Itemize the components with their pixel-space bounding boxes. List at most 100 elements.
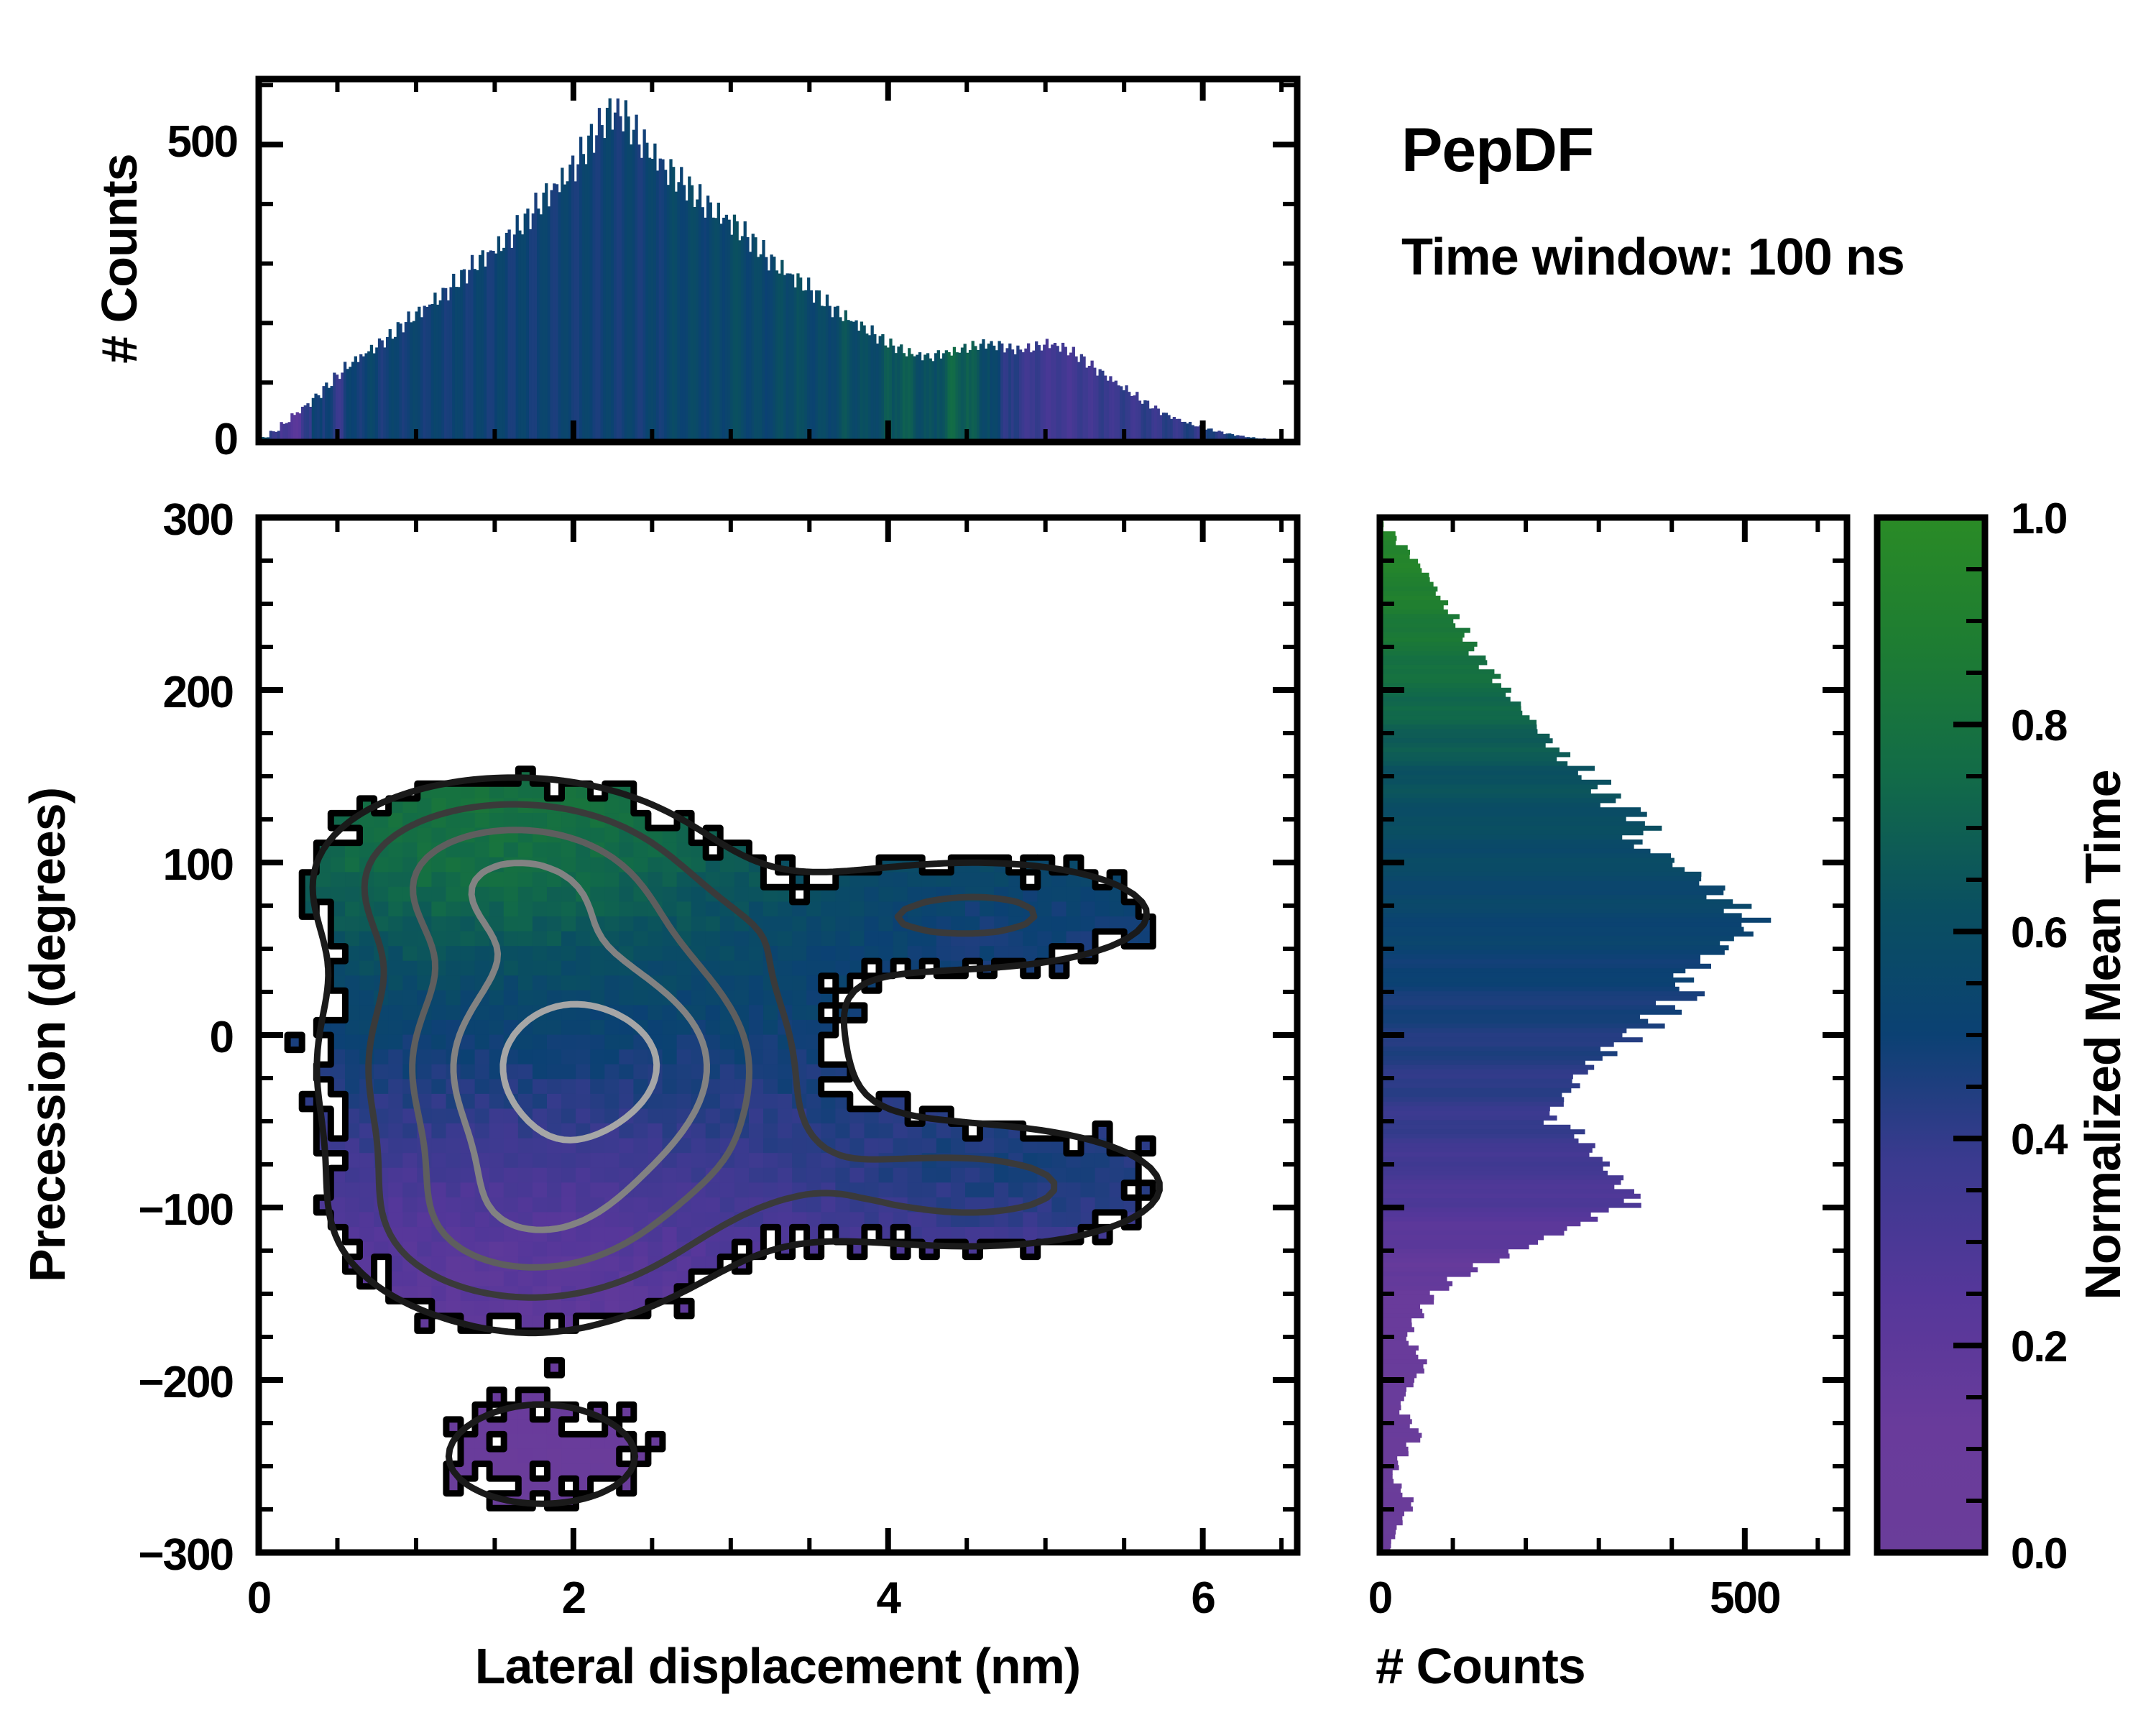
heatmap-cell — [806, 1108, 822, 1124]
histogram-bar — [1380, 1304, 1421, 1310]
heatmap-cell — [374, 1064, 390, 1080]
heatmap-cell — [330, 1034, 346, 1050]
heatmap-cell — [330, 1182, 346, 1198]
heatmap-cell — [374, 872, 390, 888]
histogram-bar — [1090, 360, 1094, 442]
heatmap-cell — [662, 1093, 678, 1110]
heatmap-cell — [388, 931, 404, 947]
heatmap-cell — [517, 1138, 533, 1154]
heatmap-cell — [1095, 916, 1110, 932]
heatmap-cell — [748, 960, 764, 977]
heatmap-cell — [431, 916, 447, 932]
heatmap-cell — [719, 1167, 735, 1184]
heatmap-cell — [792, 901, 808, 917]
histogram-bar — [1021, 352, 1025, 442]
heatmap-cell — [763, 1123, 778, 1139]
histogram-bar — [1380, 890, 1724, 896]
heatmap-cell — [950, 916, 966, 932]
main-panel-ylabel: Precession (degrees) — [19, 788, 75, 1282]
heatmap-cell — [676, 975, 692, 991]
heatmap-cell — [1109, 1167, 1125, 1184]
heatmap-cell — [503, 886, 519, 903]
heatmap-cell — [849, 1108, 865, 1124]
heatmap-cell — [1109, 886, 1125, 903]
heatmap-cell — [576, 1034, 591, 1050]
histogram-bar — [1380, 936, 1734, 942]
heatmap-cell — [431, 872, 447, 888]
heatmap-cell — [734, 1227, 750, 1243]
heatmap-cell — [402, 1138, 418, 1154]
heatmap-cell — [388, 872, 404, 888]
histogram-bar — [780, 259, 784, 442]
histogram-bar — [1380, 610, 1448, 615]
histogram-bar — [867, 335, 872, 442]
histogram-bar — [1380, 1354, 1419, 1360]
heatmap-cell — [402, 916, 418, 932]
histogram-bar — [875, 343, 880, 442]
histogram-bar — [545, 183, 548, 442]
histogram-bar — [685, 200, 688, 442]
heatmap-cell — [446, 946, 461, 962]
histogram-bar — [1101, 370, 1105, 442]
heatmap-cell — [676, 1271, 692, 1287]
histogram-bar — [1380, 545, 1408, 551]
heatmap-cell — [878, 931, 894, 947]
heatmap-cell — [619, 1064, 635, 1080]
heatmap-cell — [561, 886, 576, 903]
heatmap-cell — [648, 1093, 663, 1110]
heatmap-cell — [806, 1197, 822, 1213]
heatmap-cell — [878, 1227, 894, 1243]
heatmap-cell — [748, 901, 764, 917]
histogram-bar — [1159, 415, 1163, 442]
heatmap-cell — [345, 960, 360, 977]
heatmap-cell — [748, 1167, 764, 1184]
heatmap-cell — [893, 1182, 908, 1198]
histogram-bar — [613, 112, 617, 442]
heatmap-cell — [878, 916, 894, 932]
heatmap-cell — [503, 1434, 519, 1450]
heatmap-cell — [878, 1138, 894, 1154]
heatmap-cell — [431, 1286, 447, 1302]
heatmap-cell — [619, 1079, 635, 1095]
heatmap-cell — [893, 1123, 908, 1139]
histogram-bar — [616, 98, 619, 442]
histogram-bar — [510, 247, 514, 442]
heatmap-cell — [604, 1463, 620, 1479]
heatmap-cell — [388, 1138, 404, 1154]
histogram-bar — [1082, 356, 1086, 442]
heatmap-cell — [604, 798, 620, 814]
histogram-bar — [338, 379, 341, 442]
histogram-bar — [1222, 434, 1227, 442]
heatmap-cell — [489, 1271, 505, 1287]
heatmap-cell — [878, 946, 894, 962]
heatmap-cell — [1037, 931, 1053, 947]
heatmap-cell — [936, 1212, 952, 1228]
heatmap-cell — [734, 960, 750, 977]
heatmap-cell — [1066, 1197, 1082, 1213]
heatmap-cell — [561, 1448, 576, 1464]
histogram-bar — [285, 423, 289, 442]
heatmap-cell — [965, 1227, 980, 1243]
histogram-bar — [1122, 390, 1125, 442]
heatmap-cell — [893, 1138, 908, 1154]
heatmap-cell — [546, 1182, 562, 1198]
histogram-bar — [743, 221, 747, 442]
heatmap-cell — [893, 931, 908, 947]
heatmap-cell — [705, 1182, 721, 1198]
heatmap-cell — [619, 990, 635, 1006]
histogram-bar — [1380, 1363, 1424, 1369]
heatmap-cell — [662, 1079, 678, 1095]
heatmap-cell — [532, 901, 548, 917]
heatmap-cell — [1008, 946, 1024, 962]
heatmap-cell — [921, 1167, 937, 1184]
histogram-bar — [1380, 1225, 1567, 1231]
heatmap-cell — [546, 872, 562, 888]
heatmap-cell — [503, 931, 519, 947]
heatmap-cell — [474, 1241, 490, 1257]
heatmap-cell — [402, 931, 418, 947]
heatmap-cell — [792, 1123, 808, 1139]
heatmap-cell — [388, 1167, 404, 1184]
histogram-bar — [883, 345, 888, 442]
histogram-bar — [1380, 1046, 1601, 1052]
heatmap-cell — [662, 1049, 678, 1065]
